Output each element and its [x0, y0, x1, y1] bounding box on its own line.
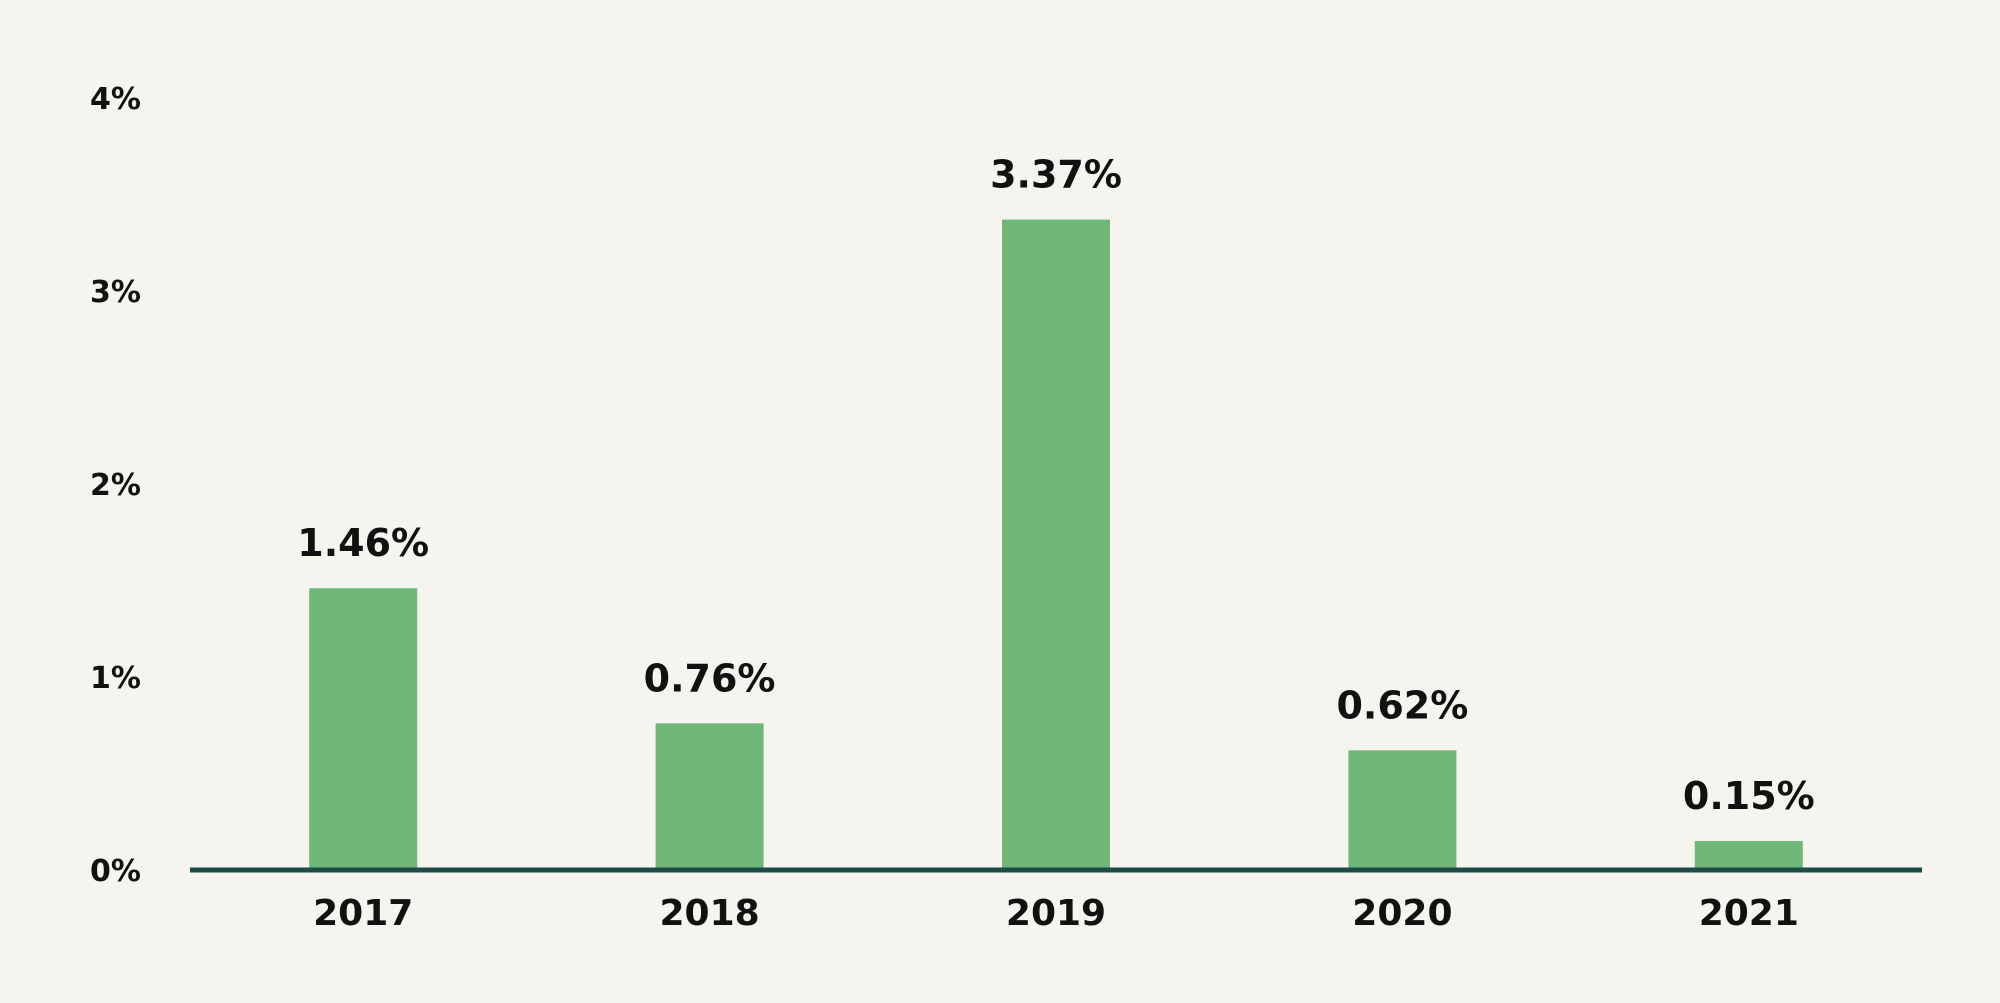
x-tick-label-2021: 2021	[1699, 893, 1799, 934]
bar-2019	[1002, 219, 1110, 871]
data-labels: 1.46% 0.76% 3.37% 0.62% 0.15%	[297, 153, 1814, 818]
bar-2018	[655, 723, 764, 870]
y-tick-label: 3%	[90, 275, 141, 310]
data-label-2018: 0.76%	[644, 656, 776, 700]
y-tick-label: 1%	[90, 661, 141, 696]
x-tick-label-2019: 2019	[1006, 893, 1106, 934]
data-label-2019: 3.37%	[990, 153, 1122, 197]
y-tick-label: 2%	[90, 468, 141, 503]
bar-2020	[1348, 750, 1457, 870]
x-tick-label-2020: 2020	[1352, 893, 1452, 934]
bar-2017	[309, 588, 418, 870]
x-axis: 2017 2018 2019 2020 2021	[313, 893, 1799, 934]
y-axis: 0% 1% 2% 3% 4%	[90, 82, 141, 889]
bar-2021	[1694, 841, 1803, 870]
bars	[309, 219, 1803, 871]
x-tick-label-2017: 2017	[313, 893, 413, 934]
y-tick-label: 0%	[90, 854, 141, 889]
data-label-2017: 1.46%	[297, 521, 429, 565]
data-label-2021: 0.15%	[1683, 774, 1815, 818]
data-label-2020: 0.62%	[1336, 683, 1468, 727]
x-tick-label-2018: 2018	[659, 893, 759, 934]
y-tick-label: 4%	[90, 82, 141, 117]
